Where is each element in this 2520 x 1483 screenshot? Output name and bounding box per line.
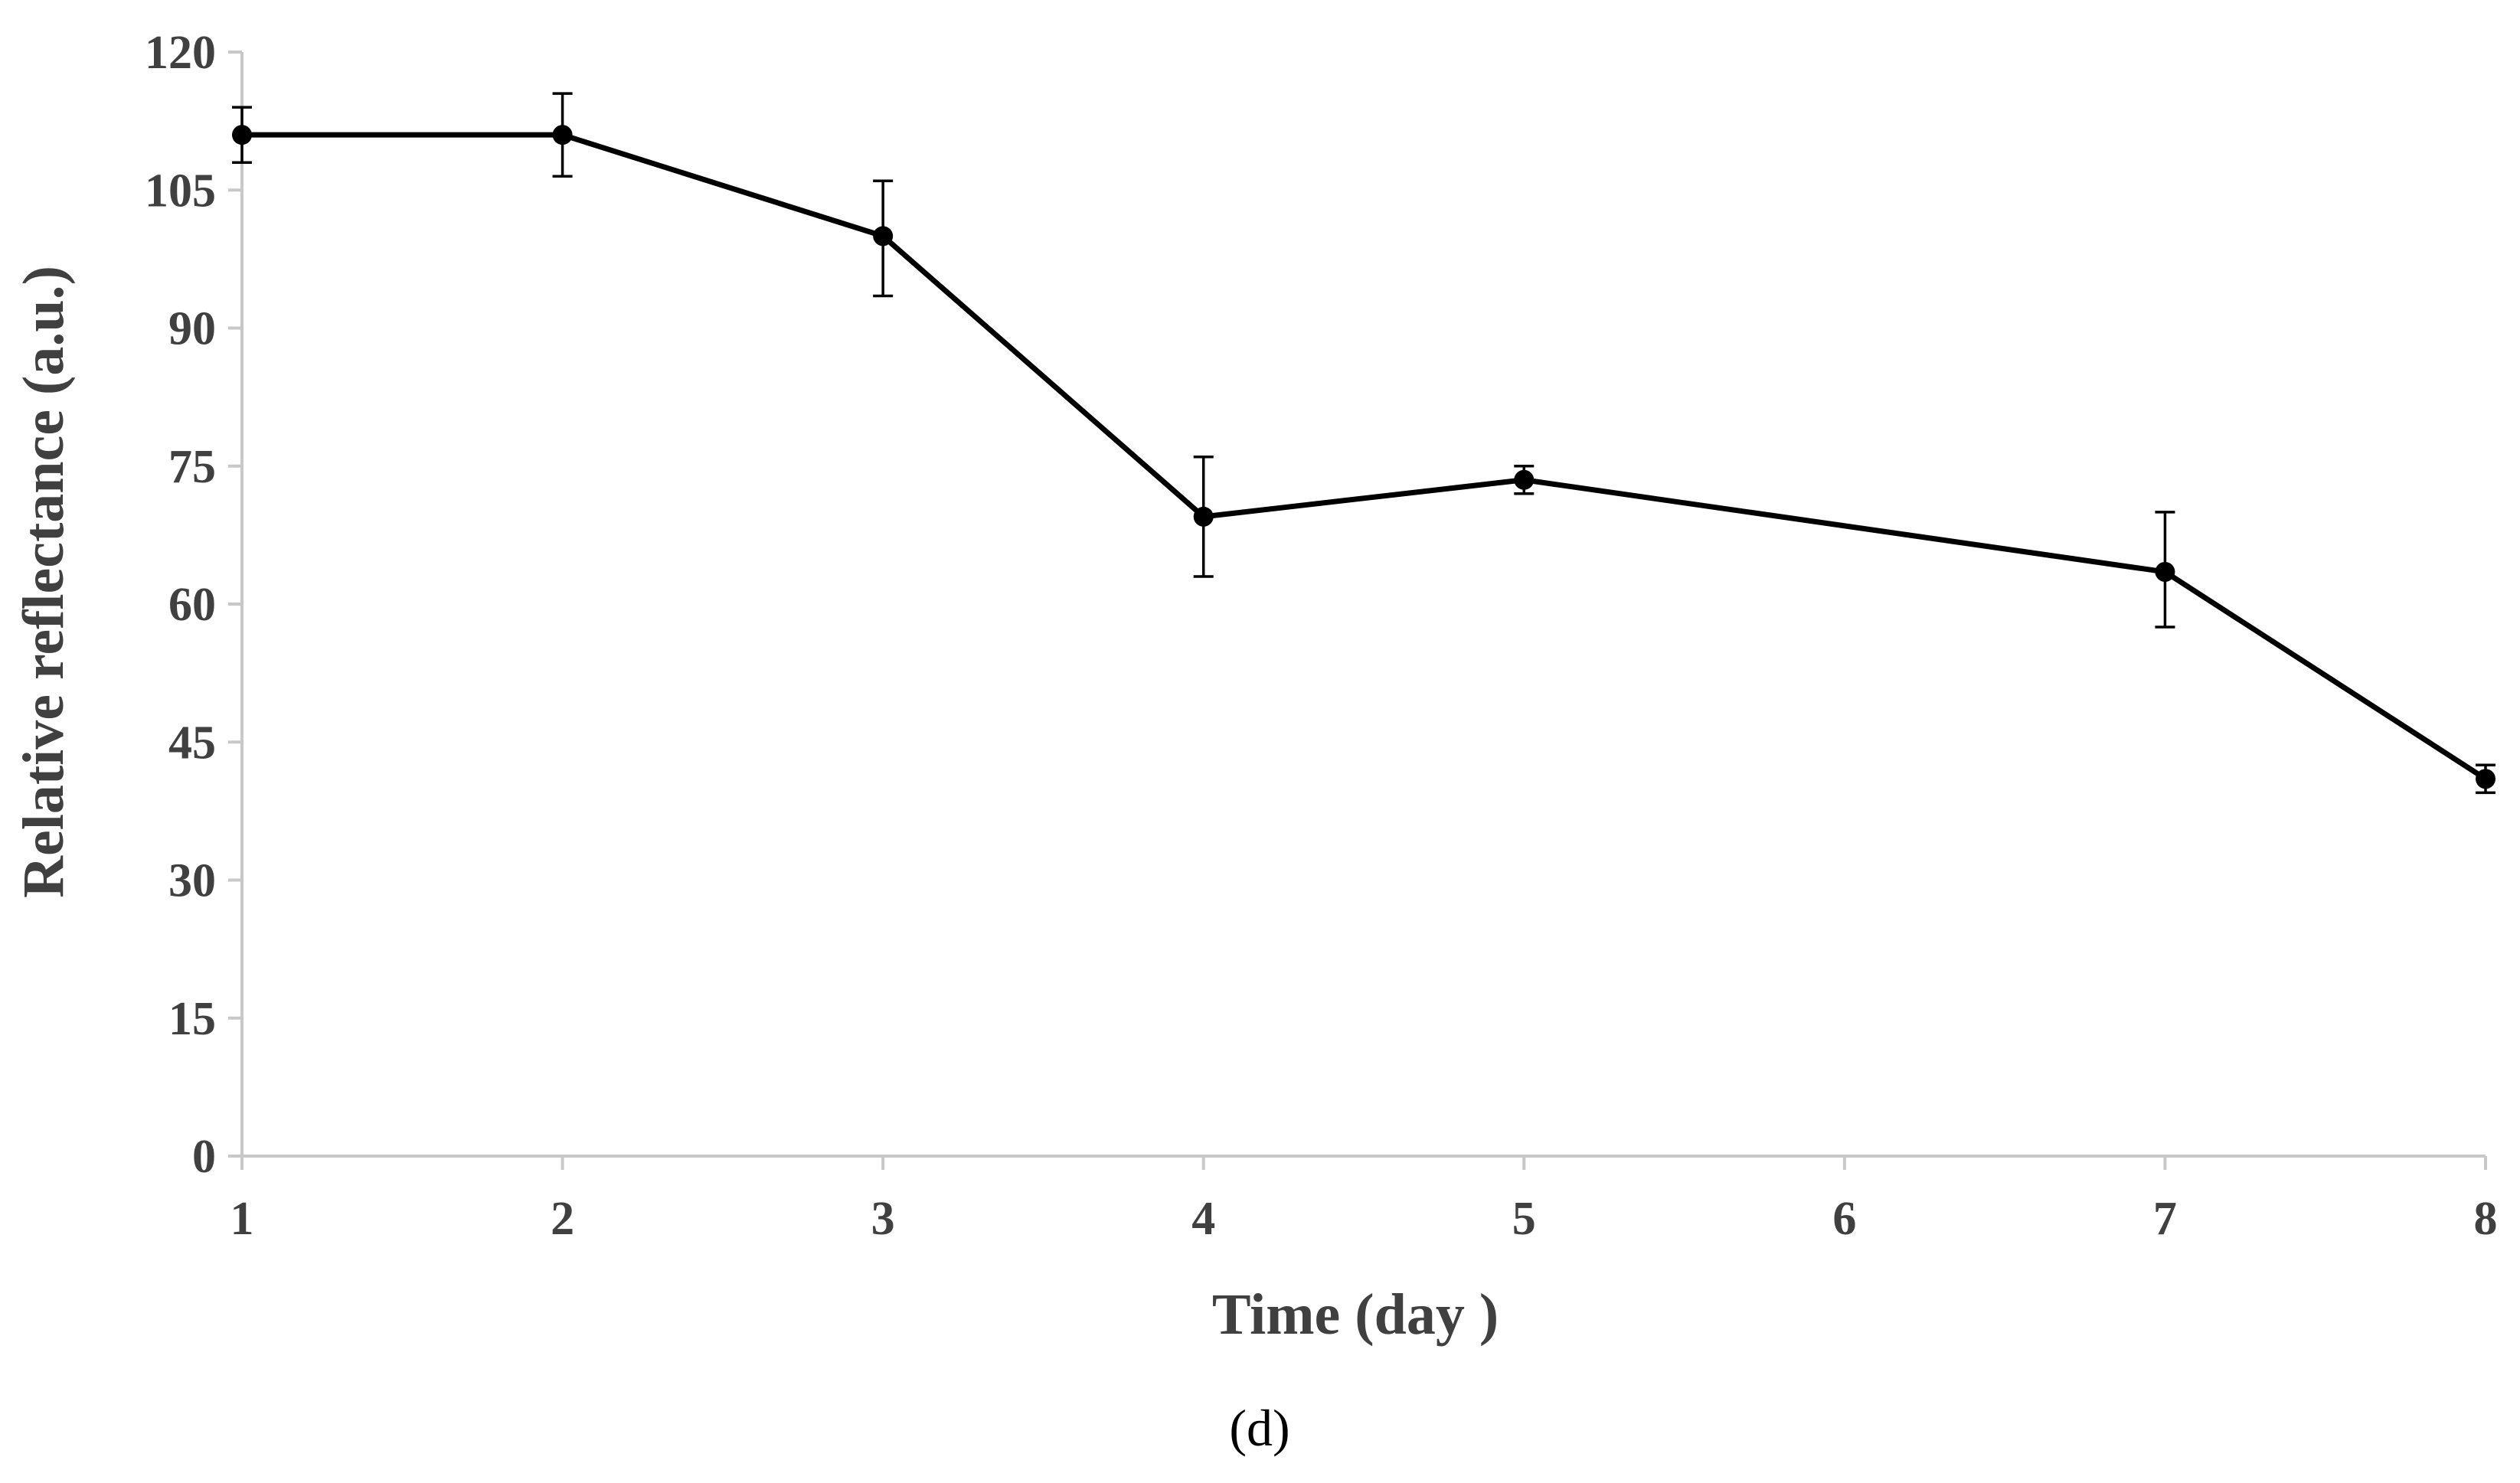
x-axis-title: Time (day ) [1212,1282,1499,1347]
x-tick-label: 6 [1832,1193,1856,1245]
y-tick-label: 90 [168,303,216,355]
x-tick-label: 5 [1512,1193,1536,1245]
y-axis-ticks: 0 15 30 45 60 75 90 105 120 [145,27,242,1183]
x-tick-label: 1 [230,1193,254,1245]
error-bars [232,92,2495,795]
data-markers [232,125,2495,789]
data-point [1514,469,1535,490]
x-tick-label: 2 [551,1193,574,1245]
data-point [1193,506,1214,527]
y-tick-label: 0 [192,1131,216,1183]
x-tick-label: 8 [2474,1193,2498,1245]
x-tick-label: 7 [2153,1193,2177,1245]
y-tick-label: 30 [168,855,216,907]
y-tick-label: 75 [168,441,216,493]
data-point [2476,769,2495,789]
x-tick-label: 4 [1191,1193,1215,1245]
x-tick-label: 3 [871,1193,895,1245]
y-tick-label: 15 [168,993,216,1045]
y-tick-label: 105 [145,165,216,217]
x-axis-ticks: 1 2 3 4 5 6 7 8 [230,1156,2498,1245]
panel-label: (d) [1229,1399,1289,1457]
data-point [232,125,252,145]
series-line [242,132,2487,782]
y-tick-label: 45 [168,717,216,769]
y-axis-title: Relative reflectance (a.u.) [11,266,76,898]
data-point [873,226,894,247]
y-tick-label: 120 [145,27,216,79]
data-point [552,125,573,145]
data-point [2155,561,2175,582]
y-tick-label: 60 [168,579,216,631]
